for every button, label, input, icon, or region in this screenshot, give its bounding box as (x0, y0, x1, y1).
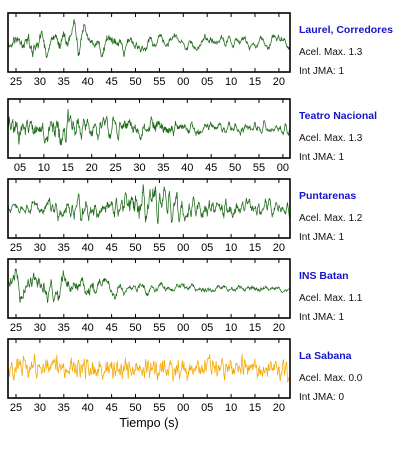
tick-label-2-3: 40 (82, 242, 94, 254)
tick-label-2-9: 10 (225, 242, 237, 254)
tick-label-0-2: 35 (58, 76, 70, 88)
tick-label-1-5: 30 (133, 162, 145, 174)
tick-label-0-5: 50 (129, 76, 141, 88)
tick-label-2-7: 00 (177, 242, 189, 254)
tick-label-1-8: 45 (205, 162, 217, 174)
acel-max-4: Acel. Max. 0.0 (299, 373, 363, 384)
tick-label-3-8: 05 (201, 322, 213, 334)
tick-label-1-9: 50 (229, 162, 241, 174)
station-name-2: Puntarenas (299, 190, 356, 202)
tick-label-1-4: 25 (109, 162, 121, 174)
acel-max-3: Acel. Max. 1.1 (299, 293, 363, 304)
tick-label-3-2: 35 (58, 322, 70, 334)
int-jma-0: Int JMA: 1 (299, 66, 344, 77)
tick-label-4-4: 45 (105, 402, 117, 414)
tick-label-1-2: 15 (62, 162, 74, 174)
tick-label-1-11: 00 (277, 162, 289, 174)
tick-label-1-1: 10 (38, 162, 50, 174)
tick-label-4-11: 20 (273, 402, 285, 414)
tick-label-0-8: 05 (201, 76, 213, 88)
panel-frame-0 (7, 12, 291, 73)
tick-label-1-0: 05 (14, 162, 26, 174)
station-name-3: INS Batan (299, 270, 349, 282)
trace-2 (7, 184, 291, 224)
tick-label-3-7: 00 (177, 322, 189, 334)
panel-frame-1 (7, 98, 291, 159)
tick-label-4-2: 35 (58, 402, 70, 414)
station-name-4: La Sabana (299, 350, 352, 362)
acel-max-2: Acel. Max. 1.2 (299, 213, 363, 224)
tick-label-4-5: 50 (129, 402, 141, 414)
tick-label-3-4: 45 (105, 322, 117, 334)
tick-label-0-11: 20 (273, 76, 285, 88)
seismogram-panels: 25 30 35 40 45 50 55 00 05 10 15 20 Laurel, Corredor… (7, 12, 393, 414)
trace-4 (7, 353, 291, 384)
x-axis-title: Tiempo (s) (119, 416, 178, 430)
tick-label-4-3: 40 (82, 402, 94, 414)
tick-label-2-1: 30 (34, 242, 46, 254)
tick-label-0-9: 10 (225, 76, 237, 88)
tick-label-2-6: 55 (153, 242, 165, 254)
tick-label-2-0: 25 (10, 242, 22, 254)
tick-label-1-7: 40 (181, 162, 193, 174)
tick-label-1-3: 20 (86, 162, 98, 174)
tick-label-3-6: 55 (153, 322, 165, 334)
tick-label-3-11: 20 (273, 322, 285, 334)
int-jma-4: Int JMA: 0 (299, 392, 344, 403)
tick-label-3-10: 15 (249, 322, 261, 334)
tick-label-4-8: 05 (201, 402, 213, 414)
int-jma-2: Int JMA: 1 (299, 232, 344, 243)
tick-label-0-10: 15 (249, 76, 261, 88)
tick-label-3-5: 50 (129, 322, 141, 334)
panel-frame-2 (7, 178, 291, 239)
tick-label-4-1: 30 (34, 402, 46, 414)
station-name-1: Teatro Nacional (299, 110, 377, 122)
tick-label-4-0: 25 (10, 402, 22, 414)
tick-label-2-8: 05 (201, 242, 213, 254)
tick-label-4-7: 00 (177, 402, 189, 414)
trace-1 (7, 108, 291, 146)
tick-label-2-11: 20 (273, 242, 285, 254)
tick-label-1-10: 55 (253, 162, 265, 174)
trace-0 (7, 19, 291, 59)
panel-frame-3 (7, 258, 291, 319)
int-jma-1: Int JMA: 1 (299, 152, 344, 163)
tick-label-0-7: 00 (177, 76, 189, 88)
station-name-0: Laurel, Corredores (299, 24, 393, 36)
tick-label-2-10: 15 (249, 242, 261, 254)
panel-frame-4 (7, 338, 291, 399)
tick-label-2-5: 50 (129, 242, 141, 254)
tick-label-3-9: 10 (225, 322, 237, 334)
tick-label-3-0: 25 (10, 322, 22, 334)
tick-label-4-6: 55 (153, 402, 165, 414)
acel-max-1: Acel. Max. 1.3 (299, 133, 363, 144)
tick-label-3-1: 30 (34, 322, 46, 334)
tick-label-4-9: 10 (225, 402, 237, 414)
tick-label-0-1: 30 (34, 76, 46, 88)
tick-label-0-0: 25 (10, 76, 22, 88)
tick-label-0-3: 40 (82, 76, 94, 88)
tick-label-2-4: 45 (105, 242, 117, 254)
tick-label-0-4: 45 (105, 76, 117, 88)
tick-label-1-6: 35 (157, 162, 169, 174)
tick-label-2-2: 35 (58, 242, 70, 254)
int-jma-3: Int JMA: 1 (299, 312, 344, 323)
tick-label-3-3: 40 (82, 322, 94, 334)
tick-label-4-10: 15 (249, 402, 261, 414)
acel-max-0: Acel. Max. 1.3 (299, 47, 363, 58)
tick-label-0-6: 55 (153, 76, 165, 88)
trace-3 (7, 268, 291, 303)
